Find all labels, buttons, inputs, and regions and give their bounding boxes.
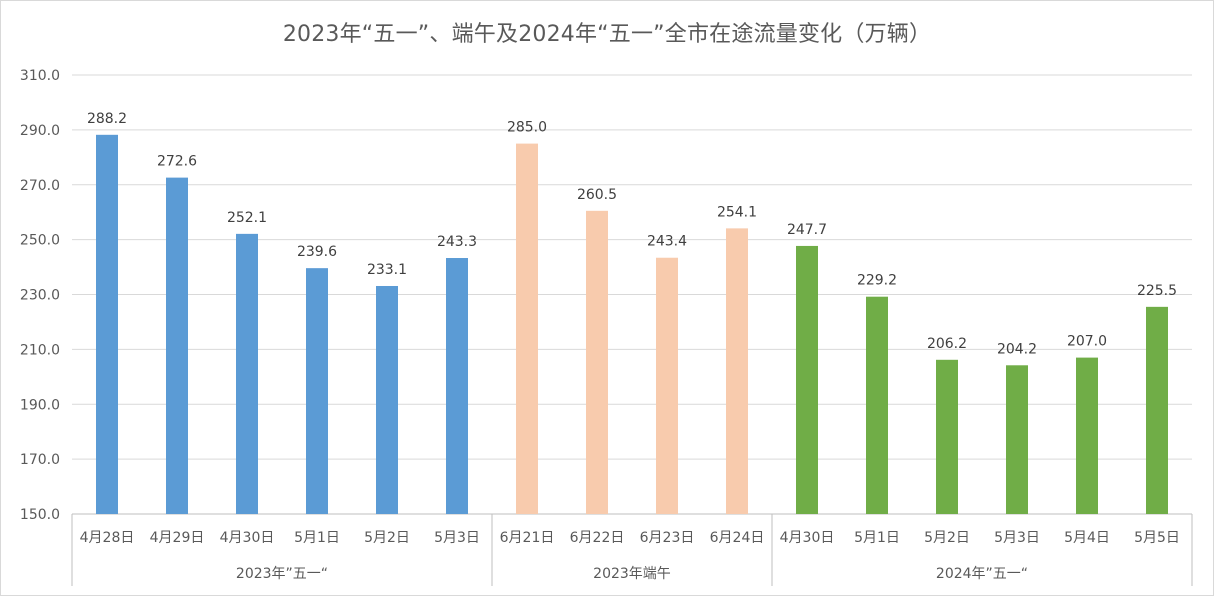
- x-tick-label: 4月30日: [780, 530, 835, 546]
- x-tick-label: 4月30日: [220, 530, 275, 546]
- y-tick-label: 150.0: [20, 507, 60, 523]
- data-label: 247.7: [787, 222, 827, 238]
- data-label: 288.2: [87, 111, 127, 127]
- x-tick-label: 4月29日: [150, 530, 205, 546]
- y-tick-label: 190.0: [20, 397, 60, 413]
- bar: [96, 134, 118, 514]
- group-label: 2023年”五一“: [236, 566, 328, 582]
- data-label: 243.4: [647, 234, 687, 250]
- data-label: 233.1: [367, 262, 407, 278]
- y-tick-label: 230.0: [20, 288, 60, 304]
- x-tick-label: 6月22日: [570, 530, 625, 546]
- y-tick-label: 210.0: [20, 342, 60, 358]
- bar: [236, 233, 258, 514]
- data-label: 206.2: [927, 336, 967, 352]
- x-tick-label: 6月23日: [640, 530, 695, 546]
- y-tick-label: 170.0: [20, 452, 60, 468]
- bar: [1006, 365, 1028, 514]
- data-label: 243.3: [437, 234, 477, 250]
- bar: [1076, 357, 1098, 514]
- y-tick-label: 250.0: [20, 233, 60, 249]
- bar: [796, 245, 818, 515]
- bar: [516, 143, 538, 514]
- x-tick-label: 5月4日: [1064, 530, 1110, 546]
- bar: [166, 177, 188, 514]
- data-label: 254.1: [717, 204, 757, 220]
- bar: [306, 268, 328, 514]
- x-tick-label: 4月28日: [80, 530, 135, 546]
- data-label: 272.6: [157, 154, 197, 170]
- data-label: 260.5: [577, 187, 617, 203]
- bar: [936, 359, 958, 514]
- chart-title: 2023年“五一”、端午及2024年“五一”全市在途流量变化（万辆）: [282, 22, 932, 47]
- data-label: 207.0: [1067, 334, 1107, 350]
- x-tick-label: 6月21日: [500, 530, 555, 546]
- bar: [866, 296, 888, 514]
- x-tick-label: 5月2日: [364, 530, 410, 546]
- bar: [726, 228, 748, 515]
- data-label: 252.1: [227, 210, 267, 226]
- bar: [586, 210, 608, 515]
- data-label: 229.2: [857, 273, 897, 289]
- group-label: 2024年”五一“: [936, 566, 1028, 582]
- y-tick-label: 270.0: [20, 178, 60, 194]
- bar: [656, 257, 678, 514]
- bar: [446, 258, 468, 514]
- group-label: 2023年端午: [593, 566, 671, 582]
- data-label: 239.6: [297, 244, 337, 260]
- x-tick-label: 6月24日: [710, 530, 765, 546]
- bar: [1146, 306, 1168, 514]
- x-tick-label: 5月1日: [294, 530, 340, 546]
- x-tick-label: 5月2日: [924, 530, 970, 546]
- x-tick-label: 5月3日: [994, 530, 1040, 546]
- data-label: 285.0: [507, 120, 547, 136]
- x-tick-label: 5月5日: [1134, 530, 1180, 546]
- y-tick-label: 290.0: [20, 123, 60, 139]
- bar: [376, 285, 398, 514]
- y-tick-label: 310.0: [20, 68, 60, 84]
- data-label: 204.2: [997, 341, 1037, 357]
- data-label: 225.5: [1137, 283, 1177, 299]
- x-tick-label: 5月1日: [854, 530, 900, 546]
- x-tick-label: 5月3日: [434, 530, 480, 546]
